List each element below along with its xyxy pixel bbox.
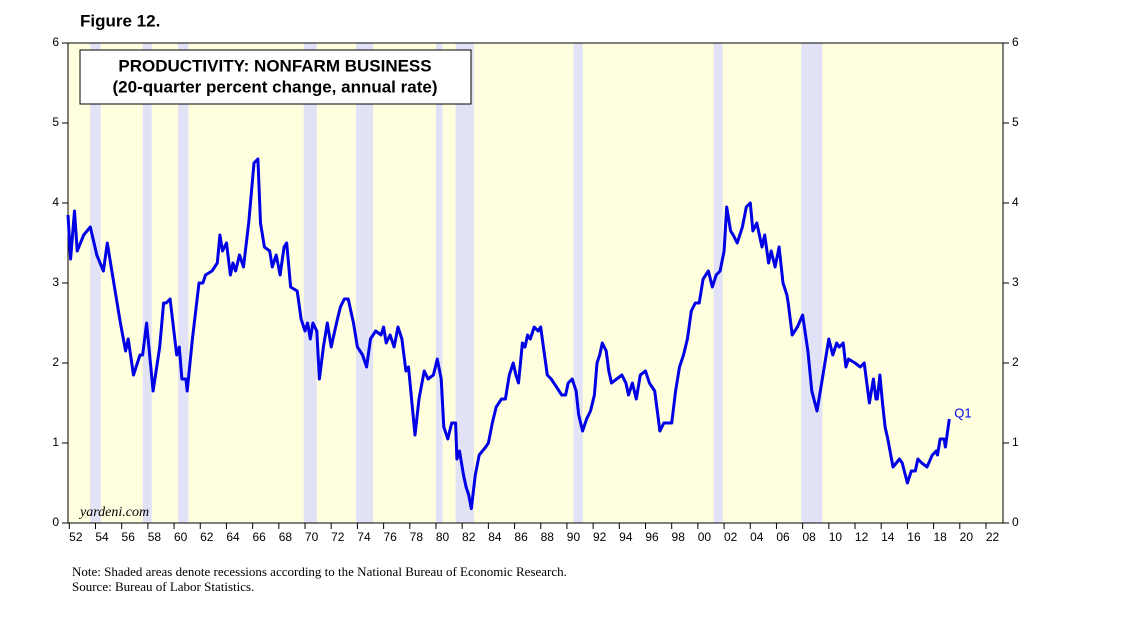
y-tick-label: 5 (52, 115, 59, 129)
x-tick-label: 22 (986, 530, 1000, 544)
x-tick-label: 04 (750, 530, 764, 544)
x-tick-label: 64 (226, 530, 240, 544)
x-tick-label: 76 (383, 530, 397, 544)
x-tick-label: 52 (69, 530, 83, 544)
plot-background (68, 43, 1003, 523)
x-tick-label: 16 (907, 530, 921, 544)
source: Source: Bureau of Labor Statistics. (72, 579, 254, 594)
x-tick-label: 10 (829, 530, 843, 544)
x-tick-label: 62 (200, 530, 214, 544)
y-tick-label: 2 (52, 355, 59, 369)
x-tick-label: 02 (724, 530, 738, 544)
x-tick-label: 70 (305, 530, 319, 544)
x-tick-label: 00 (698, 530, 712, 544)
x-tick-label: 18 (933, 530, 947, 544)
x-tick-label: 96 (645, 530, 659, 544)
recession-band (356, 43, 374, 523)
chart-subtitle: (20-quarter percent change, annual rate) (113, 77, 438, 96)
x-tick-label: 86 (514, 530, 528, 544)
x-tick-label: 54 (95, 530, 109, 544)
data-line (66, 157, 951, 511)
x-tick-label: 60 (174, 530, 188, 544)
y2-tick-label: 6 (1012, 35, 1019, 49)
recession-band (455, 43, 474, 523)
x-tick-label: 88 (541, 530, 555, 544)
recession-band (573, 43, 583, 523)
recession-band (435, 43, 443, 523)
annotation: Q1 (954, 405, 971, 420)
figure-label: Figure 12. (80, 11, 160, 30)
x-tick-label: 78 (410, 530, 424, 544)
x-tick-label: 80 (436, 530, 450, 544)
x-tick-label: 08 (803, 530, 817, 544)
y-tick-label: 1 (52, 435, 59, 449)
title-box (79, 49, 472, 105)
plot-area (62, 42, 1009, 529)
y-tick-label: 3 (52, 275, 59, 289)
x-tick-label: 20 (960, 530, 974, 544)
x-tick-label: 72 (331, 530, 345, 544)
recession-band (801, 43, 823, 523)
x-tick-label: 14 (881, 530, 895, 544)
x-tick-label: 68 (279, 530, 293, 544)
x-tick-label: 66 (253, 530, 267, 544)
recession-band (303, 43, 317, 523)
recession-band (142, 43, 152, 523)
y2-tick-label: 3 (1012, 275, 1019, 289)
x-tick-label: 90 (567, 530, 581, 544)
y-tick-label: 6 (52, 35, 59, 49)
recession-band (178, 43, 189, 523)
x-tick-label: 84 (488, 530, 502, 544)
x-tick-label: 74 (357, 530, 371, 544)
recession-band (90, 43, 101, 523)
y2-tick-label: 5 (1012, 115, 1019, 129)
recession-band (713, 43, 723, 523)
y2-tick-label: 4 (1012, 195, 1019, 209)
x-tick-label: 58 (148, 530, 162, 544)
watermark: yardeni.com (78, 505, 149, 520)
x-tick-label: 94 (619, 530, 633, 544)
x-tick-label: 12 (855, 530, 869, 544)
y-tick-label: 0 (52, 515, 59, 529)
x-tick-label: 06 (776, 530, 790, 544)
x-tick-label: 82 (462, 530, 476, 544)
y2-tick-label: 2 (1012, 355, 1019, 369)
y2-tick-label: 0 (1012, 515, 1019, 529)
note: Note: Shaded areas denote recessions acc… (72, 564, 567, 579)
x-tick-label: 98 (672, 530, 686, 544)
y2-tick-label: 1 (1012, 435, 1019, 449)
x-tick-label: 56 (122, 530, 136, 544)
x-tick-label: 92 (593, 530, 607, 544)
y-tick-label: 4 (52, 195, 59, 209)
chart-title: PRODUCTIVITY: NONFARM BUSINESS (118, 56, 431, 75)
